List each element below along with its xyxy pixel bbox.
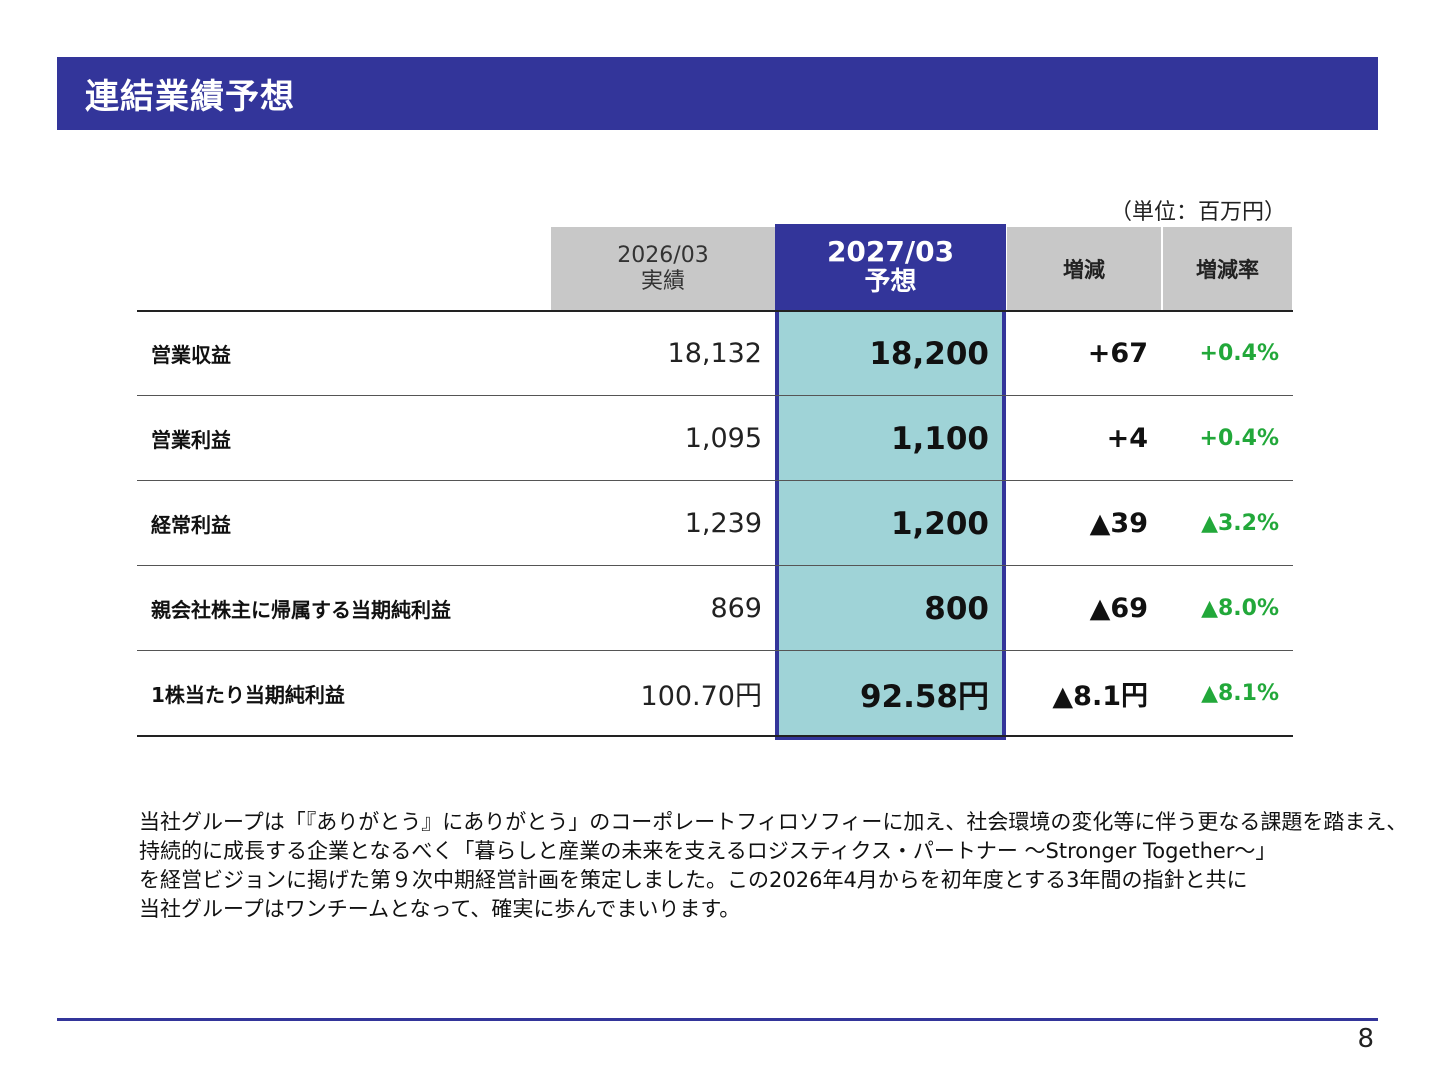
row-rate-operating-revenue: +0.4% xyxy=(1199,341,1279,366)
row-divider xyxy=(137,565,1293,566)
slide-title: 連結業績予想 xyxy=(85,77,295,117)
forecast-label: 予想 xyxy=(864,267,917,297)
vision-paragraph: 当社グループは「『ありがとう』にありがとう」のコーポレートフィロソフィーに加え、… xyxy=(139,808,1408,924)
row-actual-ordinary-profit: 1,239 xyxy=(684,508,762,539)
forecast-column-highlight xyxy=(775,310,1006,740)
slide-title-bar: 連結業績予想 xyxy=(57,57,1378,130)
row-label-ordinary-profit: 経常利益 xyxy=(151,513,231,537)
row-diff-ordinary-profit: ▲39 xyxy=(1089,508,1148,539)
footer-rule xyxy=(57,1018,1378,1021)
table-top-rule xyxy=(137,310,1293,312)
row-diff-net-income: ▲69 xyxy=(1089,593,1148,624)
table-bottom-rule xyxy=(137,735,1293,737)
column-header-actual: 2026/03 実績 xyxy=(551,227,775,310)
row-forecast-operating-profit: 1,100 xyxy=(890,420,989,457)
row-diff-operating-revenue: +67 xyxy=(1087,338,1148,369)
paragraph-line: 当社グループは「『ありがとう』にありがとう」のコーポレートフィロソフィーに加え、… xyxy=(139,810,1408,834)
row-diff-eps: ▲8.1円 xyxy=(1052,681,1148,712)
row-label-operating-revenue: 営業収益 xyxy=(151,343,231,367)
row-divider xyxy=(137,480,1293,481)
row-divider xyxy=(137,650,1293,651)
row-forecast-operating-revenue: 18,200 xyxy=(869,335,989,372)
row-label-operating-profit: 営業利益 xyxy=(151,428,231,452)
row-forecast-net-income: 800 xyxy=(924,590,989,627)
paragraph-line: 持続的に成長する企業となるべく「暮らしと産業の未来を支えるロジスティクス・パート… xyxy=(139,839,1277,863)
row-forecast-ordinary-profit: 1,200 xyxy=(890,505,989,542)
row-rate-operating-profit: +0.4% xyxy=(1199,426,1279,451)
row-actual-net-income: 869 xyxy=(710,593,762,624)
row-actual-operating-revenue: 18,132 xyxy=(667,338,762,369)
column-header-diff: 増減 xyxy=(1007,227,1161,310)
row-rate-eps: ▲8.1% xyxy=(1201,681,1279,706)
column-header-rate: 増減率 xyxy=(1163,227,1292,310)
row-divider xyxy=(137,395,1293,396)
actual-period: 2026/03 xyxy=(617,242,709,268)
row-diff-operating-profit: +4 xyxy=(1106,423,1148,454)
page-number: 8 xyxy=(1357,1024,1374,1054)
row-rate-ordinary-profit: ▲3.2% xyxy=(1201,511,1279,536)
row-rate-net-income: ▲8.0% xyxy=(1201,596,1279,621)
paragraph-line: 当社グループはワンチームとなって、確実に歩んでまいります。 xyxy=(139,897,741,921)
column-header-forecast: 2027/03 予想 xyxy=(775,224,1006,310)
paragraph-line: を経営ビジョンに掲げた第９次中期経営計画を策定しました。この2026年4月からを… xyxy=(139,868,1248,892)
row-actual-operating-profit: 1,095 xyxy=(684,423,762,454)
diff-label: 増減 xyxy=(1063,257,1105,282)
rate-label: 増減率 xyxy=(1196,257,1259,282)
unit-label: （単位：百万円） xyxy=(1109,200,1286,225)
row-forecast-eps: 92.58円 xyxy=(859,679,989,715)
row-actual-eps: 100.70円 xyxy=(640,681,762,712)
row-label-eps: 1株当たり当期純利益 xyxy=(151,683,345,707)
actual-label: 実績 xyxy=(640,268,685,294)
row-label-net-income: 親会社株主に帰属する当期純利益 xyxy=(151,598,451,622)
forecast-period: 2027/03 xyxy=(826,235,955,268)
